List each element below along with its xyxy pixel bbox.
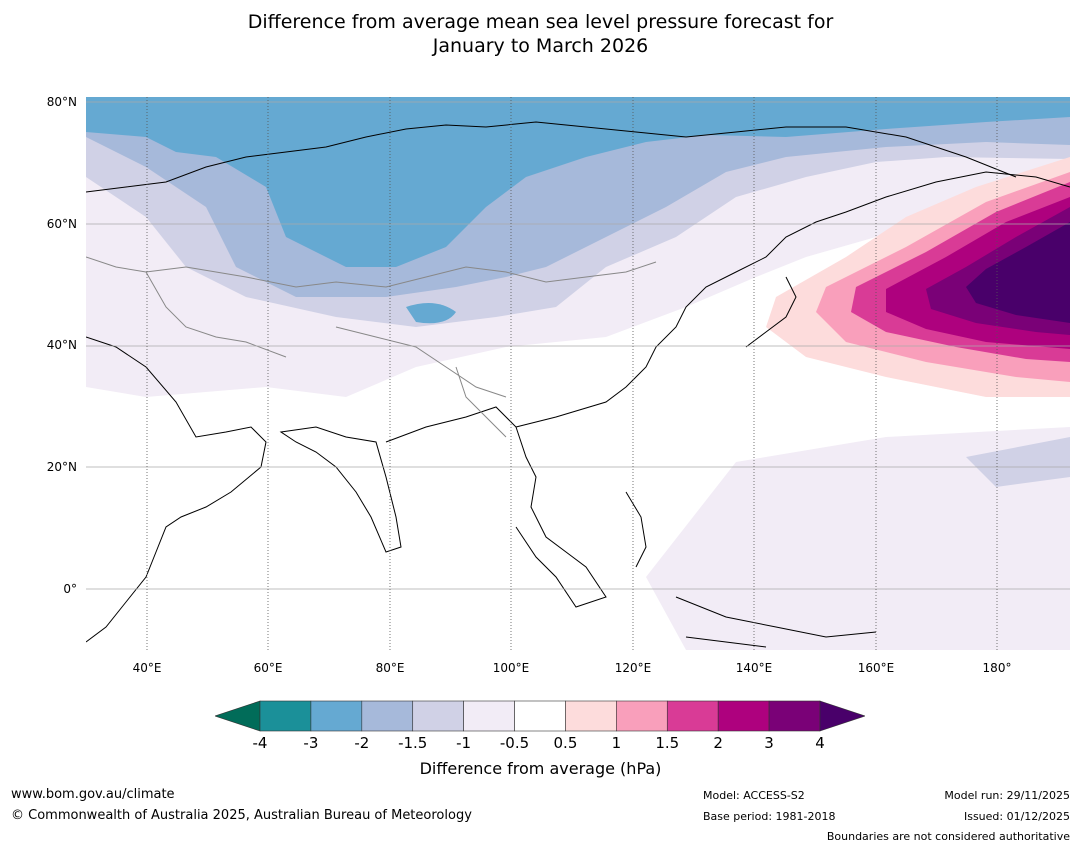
colorbar-segment xyxy=(412,700,464,732)
lat-label-0: 0° xyxy=(63,582,77,596)
anomaly-region-lowlat-minus-1 xyxy=(646,427,1070,650)
colorbar-tick-label: -3 xyxy=(303,734,319,752)
colorbar-segment xyxy=(565,700,617,732)
title-line-1: Difference from average mean sea level p… xyxy=(247,11,834,33)
lon-label-180: 180° xyxy=(982,661,1012,675)
colorbar-segment xyxy=(259,700,312,732)
colorbar-tick-label: -1.5 xyxy=(398,734,428,752)
anomaly-region-minus-3-patch xyxy=(406,303,456,324)
base-period-text: Base period: 1981-2018 xyxy=(703,810,836,823)
lat-label-80n: 80°N xyxy=(46,95,77,109)
chart-title: Difference from average mean sea level p… xyxy=(0,10,1081,58)
anomaly-region-lowlat-minus-1-5 xyxy=(966,437,1070,487)
lon-label-140e: 140°E xyxy=(735,661,773,675)
title-line-2: January to March 2026 xyxy=(432,35,649,57)
lat-label-20n: 20°N xyxy=(46,460,77,474)
model-run-text: Model run: 29/11/2025 xyxy=(944,789,1070,802)
lon-label-100e: 100°E xyxy=(492,661,530,675)
lat-label-60n: 60°N xyxy=(46,217,77,231)
colorbar-tick-label: 2 xyxy=(713,734,723,752)
country-borders xyxy=(86,256,657,438)
lon-label-160e: 160°E xyxy=(857,661,895,675)
colorbar-tick-label: -0.5 xyxy=(499,734,530,752)
colorbar-label: Difference from average (hPa) xyxy=(419,759,662,778)
anomaly-region-plus-4 xyxy=(966,222,1070,323)
colorbar-segment xyxy=(514,700,566,732)
coastlines xyxy=(86,121,1070,648)
lon-label-40e: 40°E xyxy=(132,661,162,675)
anomaly-region-minus-3 xyxy=(86,97,1070,267)
website-link[interactable]: www.bom.gov.au/climate xyxy=(11,787,175,802)
colorbar-segment xyxy=(310,700,363,732)
colorbar-tick-label: 0.5 xyxy=(553,734,578,752)
colorbar-segment xyxy=(463,700,515,732)
colorbar-tick-label: -4 xyxy=(252,734,268,752)
colorbar-over-extension xyxy=(819,700,865,732)
colorbar-tick-label: 3 xyxy=(764,734,774,752)
lon-label-120e: 120°E xyxy=(614,661,652,675)
colorbar-tick-label: -1 xyxy=(456,734,472,752)
anomaly-map xyxy=(86,97,1070,650)
lon-label-80e: 80°E xyxy=(375,661,405,675)
colorbar-segment xyxy=(666,700,719,732)
colorbar-tick-label: 4 xyxy=(815,734,825,752)
colorbar-segment xyxy=(768,700,821,732)
colorbar-tick-label: 1.5 xyxy=(655,734,680,752)
colorbar-under-extension xyxy=(215,700,261,732)
colorbar-tick-label: 1 xyxy=(611,734,622,752)
colorbar-segment xyxy=(616,700,668,732)
lat-label-40n: 40°N xyxy=(46,338,77,352)
colorbar xyxy=(215,700,865,732)
colorbar-segment xyxy=(361,700,414,732)
copyright-text: © Commonwealth of Australia 2025, Austra… xyxy=(11,808,472,823)
colorbar-tick-label: -2 xyxy=(354,734,370,752)
colorbar-segment xyxy=(717,700,770,732)
model-text: Model: ACCESS-S2 xyxy=(703,789,805,802)
longitude-gridlines xyxy=(146,97,998,650)
lon-label-60e: 60°E xyxy=(253,661,283,675)
issued-text: Issued: 01/12/2025 xyxy=(963,810,1070,823)
latitude-gridlines xyxy=(86,101,1070,590)
disclaimer-text: Boundaries are not considered authoritat… xyxy=(826,830,1070,843)
